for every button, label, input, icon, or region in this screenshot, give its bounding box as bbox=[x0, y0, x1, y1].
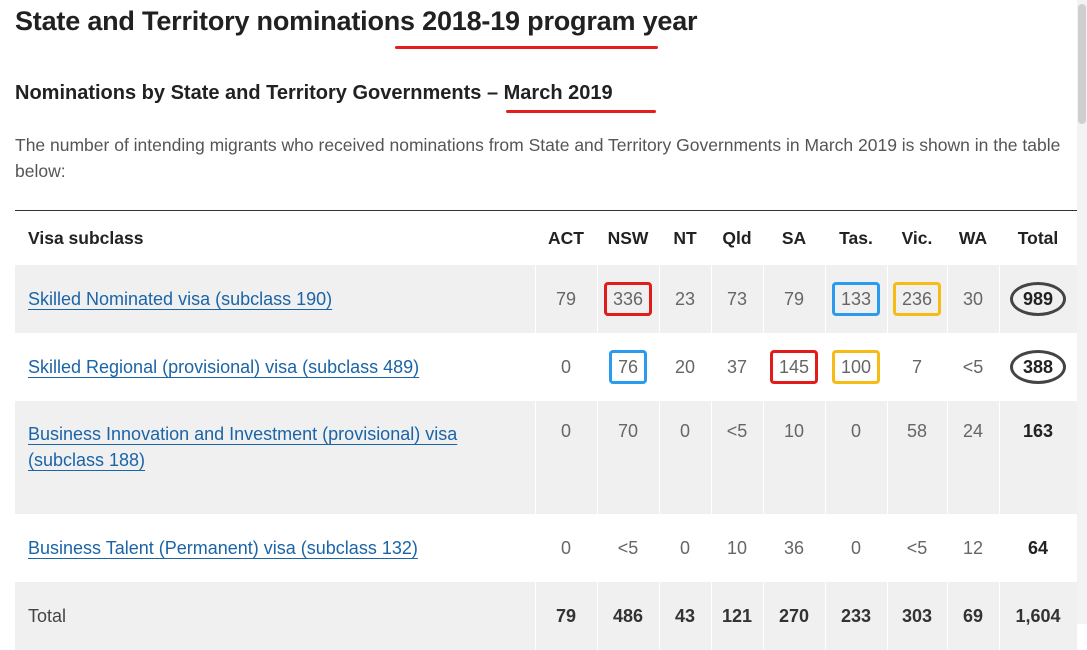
col-header: Total bbox=[1017, 227, 1059, 248]
nominations-table: Visa subclass ACT NSW NT Qld SA Tas. Vic… bbox=[15, 210, 1078, 650]
table-cell: 58 bbox=[887, 401, 948, 514]
table-cell: 30 bbox=[947, 265, 1000, 333]
table-cell: 73 bbox=[711, 265, 764, 333]
table-cell: 121 bbox=[711, 582, 764, 650]
annotation-gold-box: 100 bbox=[831, 350, 881, 384]
table-cell: 10 bbox=[763, 401, 826, 514]
table-cell: 0 bbox=[535, 401, 598, 514]
visa-link-132[interactable]: Business Talent (Permanent) visa (subcla… bbox=[28, 538, 418, 558]
col-header: Visa subclass bbox=[28, 227, 144, 248]
table-cell: 1,604 bbox=[999, 582, 1078, 650]
table-cell: 133 bbox=[825, 265, 888, 333]
table-cell-total: 989 bbox=[999, 265, 1078, 333]
table-cell: 24 bbox=[947, 401, 1000, 514]
page-title: State and Territory nominations 2018-19 … bbox=[15, 6, 698, 36]
table-cell: 79 bbox=[535, 265, 598, 333]
table-row: Business Talent (Permanent) visa (subcla… bbox=[15, 514, 1078, 582]
col-header: NT bbox=[673, 227, 697, 248]
table-cell: 37 bbox=[711, 333, 764, 401]
annotation-oval: 989 bbox=[1010, 282, 1066, 316]
table-cell-total: 64 bbox=[999, 514, 1078, 582]
col-header: Tas. bbox=[839, 227, 873, 248]
annotation-blue-box: 76 bbox=[608, 350, 648, 384]
intro-paragraph: The number of intending migrants who rec… bbox=[15, 135, 1061, 181]
table-row: Business Innovation and Investment (prov… bbox=[15, 401, 1078, 514]
table-cell: 0 bbox=[659, 401, 712, 514]
table-cell: <5 bbox=[597, 514, 660, 582]
table-cell: 36 bbox=[763, 514, 826, 582]
annotation-red-box: 336 bbox=[603, 282, 653, 316]
visa-cell: Skilled Regional (provisional) visa (sub… bbox=[15, 333, 536, 401]
visa-link-489[interactable]: Skilled Regional (provisional) visa (sub… bbox=[28, 357, 420, 377]
table-cell: 12 bbox=[947, 514, 1000, 582]
table-cell: 486 bbox=[597, 582, 660, 650]
table-header-row: Visa subclass ACT NSW NT Qld SA Tas. Vic… bbox=[15, 211, 1077, 266]
col-header: Qld bbox=[722, 227, 752, 248]
section-subtitle: Nominations by State and Territory Gover… bbox=[15, 82, 613, 104]
visa-cell: Skilled Nominated visa (subclass 190) bbox=[15, 265, 536, 333]
table-cell: 145 bbox=[763, 333, 826, 401]
col-header: NSW bbox=[607, 227, 649, 248]
table-cell: 7 bbox=[887, 333, 948, 401]
table-cell: 10 bbox=[711, 514, 764, 582]
annotation-gold-box: 236 bbox=[892, 282, 942, 316]
table-cell: 20 bbox=[659, 333, 712, 401]
table-cell-total: 388 bbox=[999, 333, 1078, 401]
table-cell: 233 bbox=[825, 582, 888, 650]
col-header: ACT bbox=[548, 227, 584, 248]
table-cell: 0 bbox=[535, 514, 598, 582]
table-cell: <5 bbox=[887, 514, 948, 582]
annotation-blue-box: 133 bbox=[831, 282, 881, 316]
table-cell: <5 bbox=[947, 333, 1000, 401]
table-cell: 69 bbox=[947, 582, 1000, 650]
table-cell: <5 bbox=[711, 401, 764, 514]
table-cell: 303 bbox=[887, 582, 948, 650]
annotation-underline-march-2019 bbox=[506, 110, 656, 113]
table-cell: 23 bbox=[659, 265, 712, 333]
visa-link-190[interactable]: Skilled Nominated visa (subclass 190) bbox=[28, 289, 333, 309]
table-total-row: Total 79 486 43 121 270 233 303 69 1,604 bbox=[15, 582, 1078, 650]
col-header: SA bbox=[781, 227, 807, 248]
scrollbar[interactable] bbox=[1077, 0, 1087, 624]
table-row: Skilled Nominated visa (subclass 190) 79… bbox=[15, 265, 1078, 333]
table-cell: 336 bbox=[597, 265, 660, 333]
table-cell: 0 bbox=[825, 401, 888, 514]
table-cell: 100 bbox=[825, 333, 888, 401]
visa-cell: Business Talent (Permanent) visa (subcla… bbox=[15, 514, 536, 582]
table-cell: 76 bbox=[597, 333, 660, 401]
nominations-table-wrapper: Visa subclass ACT NSW NT Qld SA Tas. Vic… bbox=[15, 210, 1087, 650]
table-row: Skilled Regional (provisional) visa (sub… bbox=[15, 333, 1078, 401]
annotation-underline-program-year bbox=[395, 46, 658, 49]
visa-cell: Business Innovation and Investment (prov… bbox=[15, 401, 536, 514]
annotation-red-box: 145 bbox=[769, 350, 819, 384]
table-cell: 70 bbox=[597, 401, 660, 514]
scrollbar-thumb[interactable] bbox=[1078, 4, 1086, 124]
table-cell: 0 bbox=[659, 514, 712, 582]
table-cell-total: 163 bbox=[999, 401, 1078, 514]
table-cell: 270 bbox=[763, 582, 826, 650]
table-cell: 236 bbox=[887, 265, 948, 333]
col-header: WA bbox=[958, 227, 988, 248]
annotation-oval: 388 bbox=[1010, 350, 1066, 384]
table-cell: 43 bbox=[659, 582, 712, 650]
table-cell: 79 bbox=[535, 582, 598, 650]
col-header: Vic. bbox=[901, 227, 933, 248]
table-cell: 0 bbox=[825, 514, 888, 582]
total-label: Total bbox=[15, 582, 536, 650]
table-cell: 0 bbox=[535, 333, 598, 401]
table-cell: 79 bbox=[763, 265, 826, 333]
visa-link-188[interactable]: Business Innovation and Investment (prov… bbox=[28, 424, 458, 470]
